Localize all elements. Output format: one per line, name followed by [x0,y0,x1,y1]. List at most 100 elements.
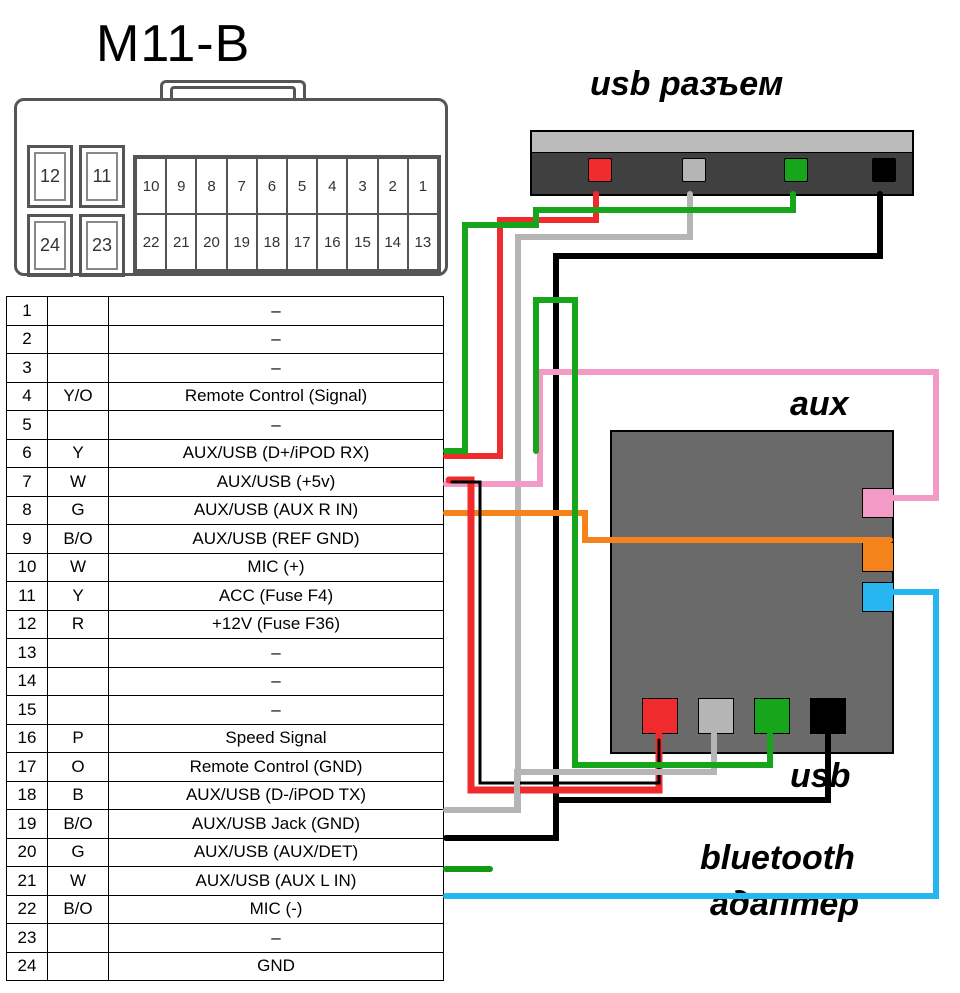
wire [446,194,793,451]
table-row: 16PSpeed Signal [7,724,444,753]
pin-17: 17 [287,214,317,270]
pin-description: – [109,639,444,668]
wire-code: Y [48,439,109,468]
connector-shell: 12 11 24 23 1098765432122212019181716151… [14,98,448,276]
pin-description: AUX/USB (AUX/DET) [109,838,444,867]
pin-description: Remote Control (Signal) [109,382,444,411]
cell-12: 12 [27,145,73,208]
wire-code: W [48,468,109,497]
table-row: 11YACC (Fuse F4) [7,582,444,611]
bt-usb-vcc [642,698,678,734]
usb-socket [530,130,914,196]
bt-usb-row [642,698,842,738]
connector-title: M11-B [96,14,250,74]
wire-code: W [48,553,109,582]
pin-number: 11 [7,582,48,611]
table-row: 8GAUX/USB (AUX R IN) [7,496,444,525]
wire-code [48,325,109,354]
table-row: 23 – [7,924,444,953]
pin-description: GND [109,952,444,981]
pin-number: 20 [7,838,48,867]
table-row: 15 – [7,696,444,725]
pin-description: +12V (Fuse F36) [109,610,444,639]
table-row: 21WAUX/USB (AUX L IN) [7,867,444,896]
wire-code: Y/O [48,382,109,411]
wire-code: P [48,724,109,753]
bt-aux-l [862,582,894,612]
pin-description: – [109,696,444,725]
table-row: 14– [7,667,444,696]
label-bluetooth: bluetooth [700,840,855,877]
wire-code: B/O [48,895,109,924]
bt-aux-gnd [862,542,894,572]
cell-24: 24 [27,214,73,277]
pin-7: 7 [227,158,257,214]
pin-number: 14 [7,667,48,696]
wire [446,194,596,456]
pin-5: 5 [287,158,317,214]
wire-code [48,667,109,696]
bt-usb-dminus [698,698,734,734]
label-aux: aux [790,386,849,423]
pin-description: – [109,297,444,326]
pin-number: 16 [7,724,48,753]
table-row: 12R+12V (Fuse F36) [7,610,444,639]
pin-number: 15 [7,696,48,725]
wire-code: B [48,781,109,810]
table-row: 20GAUX/USB (AUX/DET) [7,838,444,867]
pin-number: 23 [7,924,48,953]
table-row: 6YAUX/USB (D+/iPOD RX) [7,439,444,468]
table-row: 24 GND [7,952,444,981]
usb-pin-dplus [784,158,808,182]
pin-10: 10 [136,158,166,214]
pin-number: 24 [7,952,48,981]
usb-socket-shell [532,132,912,153]
pin-number: 13 [7,639,48,668]
pin-description: – [109,924,444,953]
bt-aux-r [862,488,894,518]
pin-number: 12 [7,610,48,639]
pin-16: 16 [317,214,347,270]
wire-code [48,354,109,383]
pinout-table: 1–2–3–4Y/ORemote Control (Signal)5–6YAUX… [6,296,444,981]
pin-number: 1 [7,297,48,326]
wire-code [48,297,109,326]
pin-1: 1 [408,158,438,214]
wire-code [48,696,109,725]
pin-13: 13 [408,214,438,270]
pin-description: Remote Control (GND) [109,753,444,782]
wire-code: G [48,496,109,525]
pin-3: 3 [347,158,377,214]
pin-description: – [109,411,444,440]
wiring-diagram: M11-B 12 11 24 23 1098765432122212019181… [0,0,960,993]
usb-pin-dminus [682,158,706,182]
pin-description: – [109,325,444,354]
pin-number: 4 [7,382,48,411]
wire-code: R [48,610,109,639]
pin-number: 17 [7,753,48,782]
pin-number: 22 [7,895,48,924]
pin-20: 20 [196,214,226,270]
table-row: 9B/OAUX/USB (REF GND) [7,525,444,554]
table-row: 10WMIC (+) [7,553,444,582]
pin-number: 18 [7,781,48,810]
pin-description: AUX/USB Jack (GND) [109,810,444,839]
table-row: 1– [7,297,444,326]
pin-9: 9 [166,158,196,214]
pin-description: MIC (-) [109,895,444,924]
wire-code [48,952,109,981]
wire-code: B/O [48,525,109,554]
usb-pin-gnd [872,158,896,182]
pin-number: 3 [7,354,48,383]
pin-description: AUX/USB (D-/iPOD TX) [109,781,444,810]
table-row: 18BAUX/USB (D-/iPOD TX) [7,781,444,810]
pin-22: 22 [136,214,166,270]
pin-number: 9 [7,525,48,554]
table-row: 3– [7,354,444,383]
pin-number: 8 [7,496,48,525]
wire-code: G [48,838,109,867]
pin-6: 6 [257,158,287,214]
connector-power-cells: 12 11 24 23 [27,145,125,277]
label-usb-port: usb разъем [590,66,783,103]
pin-description: AUX/USB (REF GND) [109,525,444,554]
